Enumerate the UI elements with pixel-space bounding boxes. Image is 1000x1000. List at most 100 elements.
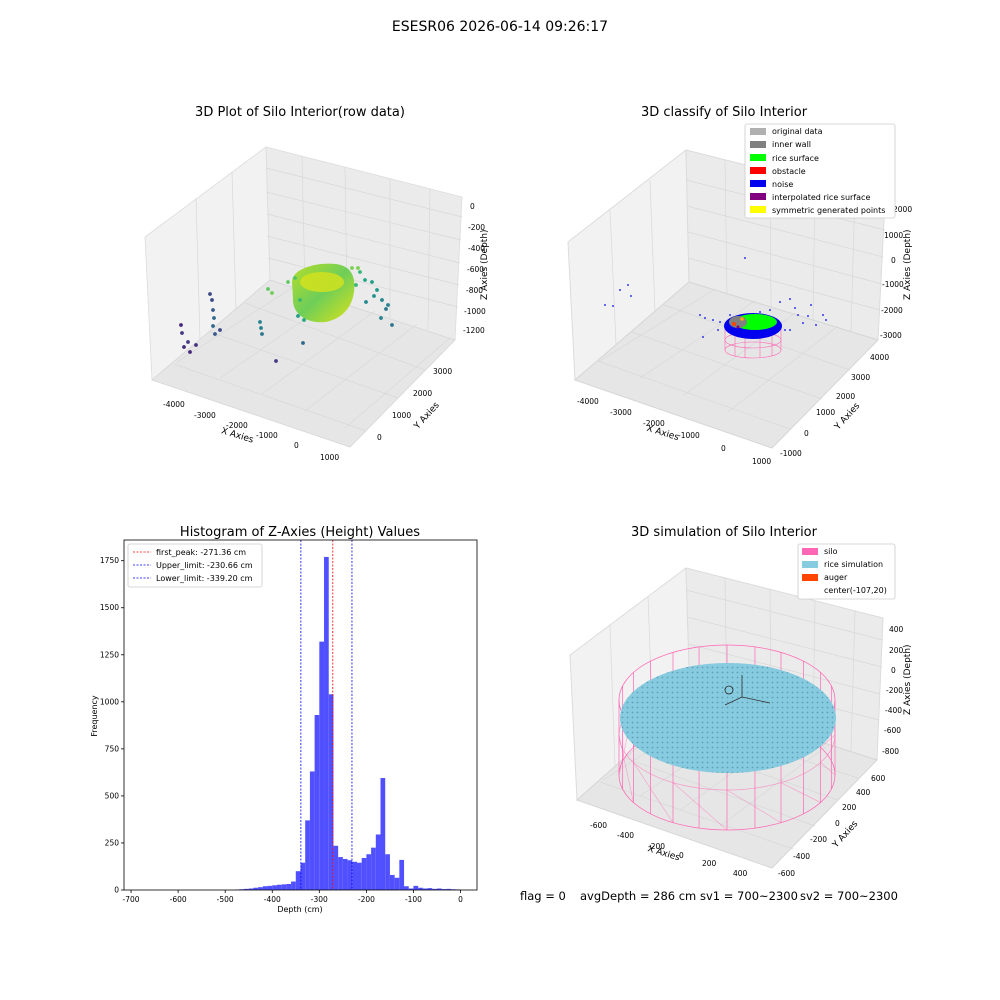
- histogram-bar: [380, 778, 386, 890]
- histogram-bar: [244, 888, 249, 890]
- data-point: [211, 324, 215, 328]
- x-tick: -4000: [163, 400, 185, 409]
- y-tick: 0: [377, 433, 382, 442]
- z-tick: 0: [470, 202, 475, 211]
- histogram-bar: [361, 858, 367, 890]
- sv1-readout: sv1 = 700~2300: [700, 889, 798, 903]
- x-tick-label: -200: [358, 895, 375, 904]
- histogram-bar: [342, 858, 348, 890]
- z-tick: -1000: [464, 307, 486, 316]
- z-tick: -400: [468, 244, 485, 253]
- noise-point: [719, 321, 721, 323]
- y-tick-label: 1250: [100, 650, 119, 659]
- data-point: [380, 298, 384, 302]
- histogram-bar: [446, 888, 452, 890]
- noise-point: [794, 307, 796, 309]
- grid-lines: [173, 156, 463, 432]
- noise-point: [759, 311, 761, 313]
- avg-depth-readout: avgDepth = 286 cm: [580, 889, 696, 903]
- data-point: [212, 316, 216, 320]
- noise-point: [744, 257, 746, 259]
- data-point: [350, 266, 354, 270]
- legend-entry: Lower_limit: -339.20 cm: [156, 574, 253, 583]
- x-tick-label: -300: [311, 895, 328, 904]
- histogram-bar: [427, 888, 433, 890]
- x-tick: -1000: [256, 431, 278, 440]
- noise-point: [807, 315, 809, 317]
- histogram-bar: [305, 820, 310, 890]
- z-tick: -600: [467, 265, 484, 274]
- x-tick: -2000: [226, 421, 248, 430]
- noise-point: [729, 314, 731, 316]
- x-tick: 1000: [320, 453, 339, 462]
- z-tick: -2000: [881, 306, 903, 315]
- x-tick: 200: [702, 859, 717, 868]
- legend-entry: interpolated rice surface: [772, 193, 870, 202]
- panel-raw-data: 3D Plot of Silo Interior(row data) -4000: [144, 105, 490, 462]
- noise-point: [797, 314, 799, 316]
- panel-title: Histogram of Z-Axies (Height) Values: [180, 525, 420, 540]
- histogram-bar: [267, 885, 273, 890]
- z-axis-label: Z Axies (Depth): [903, 644, 913, 715]
- y-tick: 400: [856, 788, 871, 797]
- status-footer: flag = 0 avgDepth = 286 cm sv1 = 700~230…: [520, 889, 898, 903]
- z-tick: -600: [884, 726, 901, 735]
- panel-histogram: Histogram of Z-Axies (Height) Values -70…: [90, 525, 478, 914]
- histogram-bar: [324, 556, 329, 890]
- y-tick: 3000: [433, 367, 452, 376]
- legend-entry: rice simulation: [824, 560, 883, 569]
- panel-classify: 3D classify of Silo Interior -4000 -3000…: [567, 105, 913, 466]
- x-tick: 0: [721, 444, 726, 453]
- x-tick: 0: [679, 851, 684, 860]
- data-point: [390, 323, 394, 327]
- z-axis-label: Z Axies (Depth): [480, 229, 490, 300]
- silo-wire: [820, 762, 836, 776]
- panel-simulation: 3D simulation of Silo Interior: [569, 525, 913, 878]
- y-tick: -200: [810, 835, 827, 844]
- data-point: [354, 283, 358, 287]
- histogram-bar: [389, 874, 395, 890]
- x-tick-label: 0: [458, 895, 463, 904]
- panel-title: 3D classify of Silo Interior: [641, 105, 808, 120]
- data-point: [358, 270, 362, 274]
- noise-point: [712, 319, 714, 321]
- histogram-bar: [432, 888, 437, 890]
- data-point: [296, 314, 300, 318]
- histogram-bar: [248, 888, 254, 890]
- noise-point: [612, 305, 614, 307]
- z-tick: -1200: [463, 326, 485, 335]
- data-point: [363, 278, 367, 282]
- data-point: [293, 276, 297, 280]
- y-tick-label: 0: [114, 886, 119, 895]
- legend-entry: obstacle: [772, 167, 806, 176]
- noise-point: [789, 298, 791, 300]
- data-point: [211, 308, 215, 312]
- histogram-bar: [258, 887, 263, 890]
- legend-frame: [797, 543, 896, 600]
- histogram-bar: [385, 854, 390, 890]
- y-tick: -600: [778, 869, 795, 878]
- sv2-readout: sv2 = 700~2300: [800, 889, 898, 903]
- z-tick: 2000: [893, 205, 912, 214]
- z-tick: -3000: [880, 331, 902, 340]
- noise-point: [802, 322, 804, 324]
- histogram-bar: [352, 861, 357, 890]
- data-point: [364, 300, 368, 304]
- data-point: [266, 287, 270, 291]
- z-tick: 200: [889, 646, 904, 655]
- legend: silo rice simulation auger center(-107,2…: [797, 543, 896, 600]
- histogram-bar: [366, 854, 372, 890]
- noise-point: [779, 301, 781, 303]
- axis-ticks: -4000 -3000 -2000 -1000 0 1000 0 1000 20…: [163, 202, 486, 462]
- rice-surface-inner: [300, 272, 344, 292]
- noise-point: [815, 324, 817, 326]
- threshold-lines: [300, 540, 353, 890]
- histogram-bar: [272, 885, 277, 890]
- y-tick: 4000: [870, 353, 889, 362]
- legend-entry: center(-107,20): [824, 586, 887, 595]
- classified-points: [604, 257, 827, 359]
- legend-frame: [744, 123, 896, 219]
- legend: first_peak: -271.36 cm Upper_limit: -230…: [127, 543, 263, 588]
- data-point: [208, 292, 212, 296]
- histogram-bar: [375, 834, 381, 890]
